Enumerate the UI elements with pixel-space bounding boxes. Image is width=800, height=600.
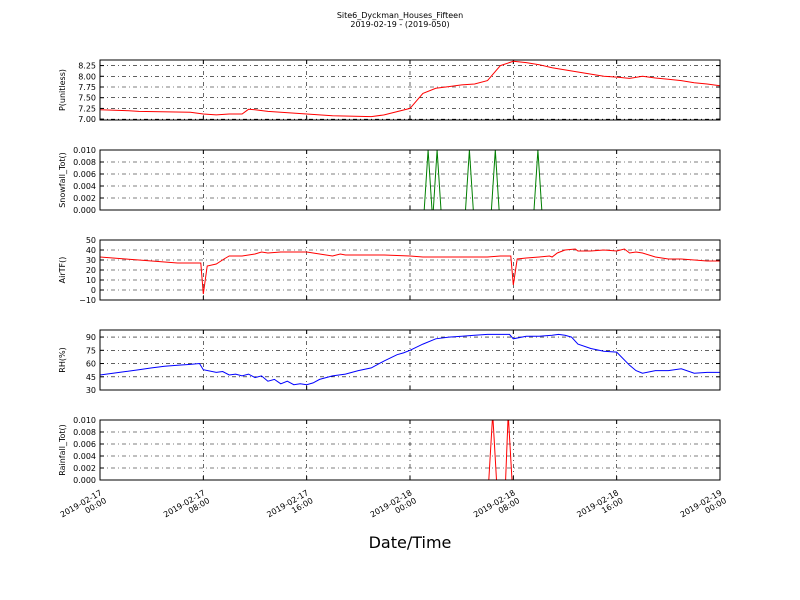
snowfall-tot-panel-ytick-label: 0.008	[73, 158, 96, 167]
rainfall-tot-panel-ytick-label: 0.004	[73, 452, 96, 461]
x-tick-label: 2019-02-1808:00	[472, 488, 521, 527]
p-unitless-panel-ytick-label: 7.50	[78, 94, 96, 103]
p-unitless-panel-ytick-label: 7.75	[78, 83, 96, 92]
x-tick-label: 2019-02-1708:00	[162, 488, 211, 527]
snowfall-tot-panel-frame	[99, 149, 721, 211]
x-tick-label: 2019-02-1700:00	[59, 488, 108, 527]
rh-panel-ytick-label: 45	[86, 373, 96, 382]
snowfall-tot-panel-ytick-label: 0.010	[73, 146, 96, 155]
p-unitless-panel-frame	[99, 59, 721, 121]
rainfall-tot-panel-ylabel: Rainfall_Tot()	[58, 424, 67, 476]
x-axis-label: Date/Time	[368, 533, 452, 552]
airtf-panel-ytick-label: 10	[86, 276, 96, 285]
airtf-panel-ytick-label: 30	[86, 256, 96, 265]
p-unitless-panel-series-line	[100, 60, 720, 118]
rainfall-tot-panel-ytick-label: 0.002	[73, 464, 96, 473]
rainfall-tot-panel-frame	[99, 419, 721, 481]
snowfall-tot-panel-ylabel: Snowfall_Tot()	[58, 152, 67, 208]
rainfall-tot-panel-ytick-label: 0.010	[73, 416, 96, 425]
rh-panel-frame	[99, 329, 721, 391]
rh-panel-ytick-label: 60	[86, 360, 96, 369]
snowfall-tot-panel-ytick-label: 0.006	[73, 170, 96, 179]
x-tick-label: 2019-02-1900:00	[679, 488, 728, 527]
rh-panel-series-line	[100, 333, 720, 386]
rh-panel-ytick-label: 30	[86, 386, 96, 395]
rainfall-tot-panel-ytick-label: 0.000	[73, 476, 96, 485]
rh-panel-ytick-label: 90	[86, 333, 96, 342]
snowfall-tot-panel-ytick-label: 0.002	[73, 194, 96, 203]
x-tick-label: 2019-02-1816:00	[575, 488, 624, 527]
rainfall-tot-panel-series-line	[100, 420, 720, 480]
p-unitless-panel-ytick-label: 8.00	[78, 72, 96, 81]
p-unitless-panel-ytick-label: 7.00	[78, 115, 96, 124]
rainfall-tot-panel-ytick-label: 0.006	[73, 440, 96, 449]
rh-panel-ylabel: RH(%)	[58, 347, 67, 372]
airtf-panel-ylabel: AirTF()	[58, 257, 67, 284]
snowfall-tot-panel-ytick-label: 0.004	[73, 182, 96, 191]
p-unitless-panel-ytick-label: 7.25	[78, 104, 96, 113]
airtf-panel-series-line	[100, 248, 720, 295]
p-unitless-panel-ytick-label: 8.25	[78, 62, 96, 71]
chart-subtitle: 2019-02-19 - (2019-050)	[350, 20, 450, 29]
airtf-panel-ytick-label: 50	[86, 236, 96, 245]
p-unitless-panel-ylabel: P(unitless)	[58, 69, 67, 111]
snowfall-tot-panel-ytick-label: 0.000	[73, 206, 96, 215]
chart-title: Site6_Dyckman_Houses_Fifteen	[336, 11, 464, 20]
airtf-panel-frame	[99, 239, 721, 301]
airtf-panel-ytick-label: −10	[79, 296, 96, 305]
x-tick-label: 2019-02-1800:00	[369, 488, 418, 527]
airtf-panel-ytick-label: 0	[91, 286, 96, 295]
rh-panel-ytick-label: 75	[86, 346, 96, 355]
rainfall-tot-panel-ytick-label: 0.008	[73, 428, 96, 437]
snowfall-tot-panel-series-line	[100, 150, 720, 210]
airtf-panel-ytick-label: 20	[86, 266, 96, 275]
airtf-panel-ytick-label: 40	[86, 246, 96, 255]
x-tick-label: 2019-02-1716:00	[265, 488, 314, 527]
